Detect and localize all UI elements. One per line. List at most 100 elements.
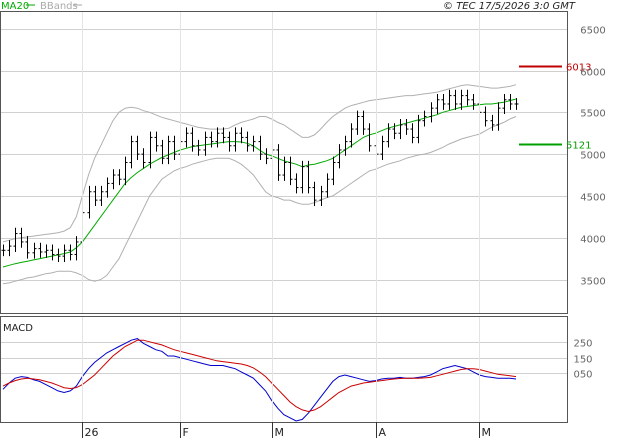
level-label: 6013 — [566, 63, 591, 74]
price-bar — [32, 242, 37, 259]
price-bar — [343, 135, 348, 156]
price-bar — [62, 244, 67, 262]
price-bar — [13, 227, 18, 252]
price-bar — [490, 114, 495, 131]
price-bar — [288, 156, 293, 186]
price-bar — [386, 123, 391, 148]
price-bar — [56, 248, 61, 262]
macd-tick-label: 050 — [573, 370, 592, 381]
price-bar — [514, 98, 519, 110]
price-bar — [117, 169, 122, 186]
price-bar — [99, 185, 104, 206]
price-bar — [148, 131, 153, 169]
price-bar — [251, 135, 256, 152]
ma20-legend: MA20 — [1, 1, 29, 12]
price-bar — [294, 173, 299, 194]
price-y-axis: 3500 4000 4500 5000 5500 6000 6500 — [580, 26, 605, 288]
macd-panel-frame — [0, 316, 568, 423]
bb-upper-line — [2, 84, 517, 243]
price-bar — [416, 114, 421, 144]
macd-line — [2, 338, 517, 422]
price-bar — [160, 139, 165, 165]
price-bar — [1, 244, 6, 257]
price-bar — [276, 144, 281, 181]
macd-tick-label: 150 — [573, 355, 592, 366]
price-tick-label: 3500 — [580, 277, 605, 288]
price-bar — [258, 135, 263, 160]
x-tick-label: M — [275, 426, 285, 439]
bb-lower-line — [2, 116, 517, 285]
macd-y-axis: 250 150 050 — [573, 339, 592, 381]
price-tick-label: 6500 — [580, 26, 605, 37]
price-bar — [447, 89, 452, 110]
price-annotations: 6013 5121 — [519, 63, 591, 152]
price-bar — [245, 131, 250, 152]
price-bar — [154, 131, 159, 152]
price-bar — [392, 123, 397, 140]
macd-grid — [1, 342, 567, 374]
price-bar — [111, 169, 116, 190]
price-tick-label: 6000 — [580, 68, 605, 79]
x-tick-label: 26 — [85, 426, 99, 439]
price-bar — [7, 240, 12, 257]
price-bar — [264, 148, 269, 165]
price-bar — [361, 110, 366, 135]
price-tick-label: 5000 — [580, 151, 605, 162]
macd-lines — [2, 338, 517, 422]
price-bar — [93, 185, 98, 206]
price-bar — [50, 244, 55, 261]
price-tick-label: 4000 — [580, 235, 605, 246]
price-bar — [404, 119, 409, 135]
x-axis: 26 F M A M — [82, 12, 491, 439]
price-bar — [380, 135, 385, 160]
price-bar — [325, 173, 330, 198]
price-bar — [337, 144, 342, 169]
price-bar — [172, 135, 177, 160]
price-bar — [367, 123, 372, 152]
price-bar — [233, 127, 238, 152]
price-bar — [306, 160, 311, 194]
macd-signal-line — [2, 339, 517, 413]
price-bar — [123, 156, 128, 186]
price-bar — [422, 110, 427, 127]
price-bar — [227, 131, 232, 152]
price-bar — [129, 135, 134, 169]
price-bar — [68, 244, 73, 261]
price-bar — [349, 123, 354, 148]
price-tick-label: 5500 — [580, 109, 605, 120]
price-bar — [44, 244, 49, 258]
macd-tick-label: 250 — [573, 339, 592, 350]
price-bar — [184, 127, 189, 148]
x-tick-label: A — [379, 426, 387, 439]
price-bar — [239, 127, 244, 144]
price-bar — [319, 185, 324, 206]
price-bar — [300, 160, 305, 194]
price-bbands — [2, 84, 517, 285]
price-bar — [19, 227, 24, 248]
price-bar — [38, 242, 43, 258]
price-bar — [215, 127, 220, 148]
ma-label-bg — [2, 1, 23, 11]
price-tick-label: 4500 — [580, 193, 605, 204]
price-bar — [496, 102, 501, 131]
price-bar — [196, 139, 201, 156]
price-bar — [410, 123, 415, 144]
price-bar — [355, 110, 360, 135]
price-bar — [282, 156, 287, 181]
level-label: 5121 — [566, 141, 591, 152]
price-bar — [502, 93, 507, 115]
price-bar — [441, 93, 446, 110]
price-bar — [429, 102, 434, 123]
price-bar — [331, 156, 336, 186]
price-bar — [398, 119, 403, 140]
price-bar — [190, 127, 195, 152]
macd-title: MACD — [3, 323, 33, 334]
price-bar — [203, 131, 208, 156]
price-bar — [209, 131, 214, 148]
price-bar — [465, 89, 470, 106]
price-bar — [471, 93, 476, 110]
price-bar — [135, 135, 140, 160]
price-bar — [25, 236, 30, 259]
price-bar — [483, 106, 488, 127]
